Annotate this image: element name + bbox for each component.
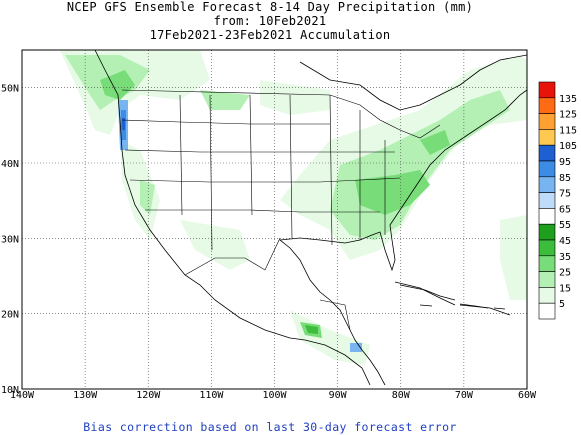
legend-swatch	[538, 129, 556, 146]
lat-tick-label: 40N	[1, 159, 19, 170]
map-title-line1: NCEP GFS Ensemble Forecast 8-14 Day Prec…	[66, 0, 474, 14]
precip-shading	[60, 50, 527, 365]
lon-tick-label: 80W	[392, 390, 411, 401]
legend-swatch	[538, 160, 556, 178]
lon-tick-label: 60W	[518, 390, 537, 401]
axis-labels: 140W 130W 120W 110W 100W 90W 80W 70W 60W 10N 20N 30…	[1, 84, 537, 401]
legend-swatch	[538, 192, 556, 209]
legend-label: 35	[559, 252, 571, 263]
gridlines	[22, 50, 527, 389]
legend-swatch	[538, 255, 556, 272]
lon-tick-label: 120W	[136, 390, 161, 401]
legend-label: 125	[559, 110, 577, 121]
coastlines	[94, 50, 527, 386]
lat-tick-label: 10N	[1, 385, 19, 396]
lon-tick-label: 90W	[329, 390, 348, 401]
legend-swatch	[538, 144, 556, 162]
precipitation-map: 140W 130W 120W 110W 100W 90W 80W 70W 60W 10N 20N 30…	[1, 49, 577, 401]
legend-swatch	[538, 287, 556, 304]
legend-label: 115	[559, 125, 577, 136]
lat-tick-label: 20N	[1, 310, 19, 321]
lon-tick-label: 100W	[262, 390, 287, 401]
caribbean-islands	[399, 284, 506, 310]
map-title-line2: from: 10Feb2021	[213, 14, 327, 28]
legend-swatch	[538, 223, 556, 241]
legend-label: 65	[559, 204, 571, 215]
lon-tick-label: 110W	[199, 390, 224, 401]
legend-swatch	[538, 97, 556, 114]
legend-swatch	[538, 176, 556, 193]
legend-label: 75	[559, 189, 571, 200]
legend-label: 5	[559, 299, 565, 310]
lat-tick-label: 50N	[1, 84, 19, 95]
bias-correction-note: Bias correction based on last 30-day for…	[83, 420, 457, 434]
legend-swatch	[538, 271, 556, 288]
legend-label: 55	[559, 220, 571, 231]
lat-tick-label: 30N	[1, 234, 19, 245]
map-title-line3: 17Feb2021-23Feb2021 Accumulation	[149, 28, 391, 42]
legend-label: 135	[559, 94, 577, 105]
legend-label: 95	[559, 157, 571, 168]
legend-label: 45	[559, 236, 571, 247]
lon-tick-label: 70W	[455, 390, 474, 401]
lon-tick-label: 140W	[10, 390, 35, 401]
legend-swatch	[538, 81, 556, 99]
legend-swatch	[538, 113, 556, 130]
legend-label: 105	[559, 141, 577, 152]
legend-label: 25	[559, 268, 571, 279]
legend-label: 85	[559, 173, 571, 184]
legend-label: 15	[559, 283, 571, 294]
legend-swatch	[538, 208, 556, 225]
legend-swatch	[538, 239, 556, 257]
color-legend: 135 125 115 105 95 85 75 65 55 45 35 25 15 5	[538, 81, 577, 320]
legend-swatch	[538, 302, 556, 320]
lon-tick-label: 130W	[73, 390, 98, 401]
